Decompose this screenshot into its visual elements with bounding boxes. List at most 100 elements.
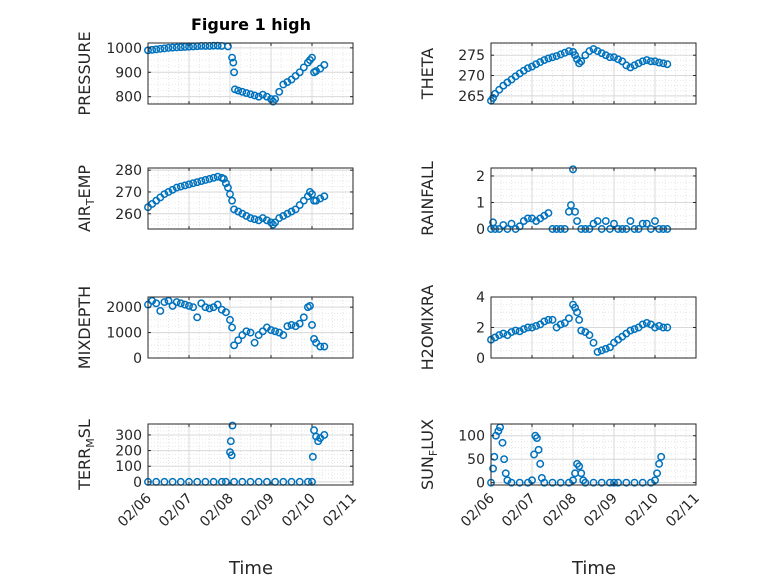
panel-2-y-tick-label: 275 — [458, 48, 485, 64]
panel-6-data-point — [638, 320, 647, 329]
panel-2-data-point — [548, 53, 557, 62]
panel-8-data-point — [614, 478, 623, 487]
panel-3-data-point — [279, 211, 288, 220]
panel-8-data-point — [605, 478, 614, 487]
panel-6-data-point — [663, 323, 672, 332]
panel-4-data-point — [642, 219, 651, 228]
panel-4-data-point — [593, 217, 602, 225]
panel-7-x-tick-label: 02/08 — [197, 491, 237, 531]
panel-4-data-point — [544, 209, 553, 218]
panel-8-data-point — [655, 459, 664, 468]
panel-4-data-point — [499, 221, 508, 229]
panel-4-data-point — [569, 165, 577, 174]
panel-4-data-point — [523, 214, 532, 223]
panel-3-data-point — [164, 188, 173, 196]
panel-5-data-point — [189, 303, 198, 312]
panel-5-data-point — [230, 341, 239, 350]
panel-6-data-point — [601, 344, 610, 353]
panel-2-data-point — [642, 56, 651, 65]
panel-6-data-point — [560, 318, 569, 327]
panel-1-data-point — [172, 43, 181, 52]
panel-2-data-point — [544, 54, 553, 63]
panel-6-data-point — [548, 315, 557, 324]
panel-8-data-point — [498, 438, 507, 447]
panel-8-data-point — [523, 478, 532, 487]
panel-4-axes-frame — [490, 167, 697, 230]
panel-8-data-point — [622, 478, 631, 487]
panel-7-y-axis-label: TERRMSL — [75, 419, 97, 491]
panel-1-data-point — [242, 89, 251, 97]
panel-2-data-point — [575, 59, 584, 68]
panel-1-data-point — [164, 43, 173, 52]
panel-2-data-point — [597, 49, 606, 58]
panel-8-data-point — [540, 478, 549, 487]
panel-2-data-point — [638, 57, 647, 66]
panel-3-data-point — [283, 209, 292, 218]
panel-6-data-point — [597, 346, 606, 355]
panel-3-data-point — [269, 220, 277, 229]
panel-8-data-point — [494, 427, 503, 435]
panel-7-x-tick-label: 02/10 — [279, 491, 319, 531]
panel-3-data-point — [258, 214, 267, 223]
panel-5-data-point — [180, 300, 189, 309]
panel-1-data-point — [168, 43, 177, 52]
panel-8-data-point — [534, 445, 543, 454]
panel-7-data-point — [228, 421, 237, 430]
panel-5-data-point — [156, 307, 165, 315]
panel-8-data-point — [530, 450, 538, 459]
panel-7-y-tick-label: 300 — [115, 428, 142, 444]
panel-3-data-point — [320, 192, 329, 201]
panel-1-data-point — [230, 68, 239, 77]
panel-5-data-point — [310, 334, 318, 343]
panel-5-data-point — [160, 298, 169, 307]
panel-2-data-point — [577, 57, 586, 66]
panel-1-data-point — [156, 44, 165, 53]
panel-2-data-point — [564, 47, 573, 56]
panel-6-data-point — [495, 331, 504, 340]
panel-8-data-point — [610, 478, 618, 487]
panel-4-data-point — [507, 219, 516, 228]
panel-1-data-point — [180, 42, 189, 51]
panel-6-data-point — [491, 333, 500, 342]
panel-6-y-axis-label: H2OMIXRA — [418, 285, 437, 371]
panel-6-data-point — [507, 328, 516, 337]
panel-1-data-point — [246, 90, 255, 99]
panel-2-data-point — [610, 53, 618, 62]
panel-2-data-point — [552, 52, 561, 60]
panel-2-data-point — [523, 64, 532, 73]
panel-1-data-point — [160, 44, 169, 53]
x-label-right: Time — [571, 558, 616, 579]
panel-8-x-tick-label: 02/11 — [663, 491, 703, 531]
panel-6-data-point — [523, 323, 532, 332]
panel-1-data-point — [152, 45, 161, 54]
panel-6-data-point — [577, 326, 586, 335]
panel-8-data-point — [577, 469, 586, 478]
panel-4-data-point — [601, 217, 610, 225]
panel-3-data-point — [234, 207, 243, 216]
panel-1-data-point — [228, 53, 237, 62]
panel-2-y-tick-label: 265 — [458, 89, 485, 105]
panel-1-data-point — [299, 63, 308, 72]
panel-1-data-point — [176, 43, 185, 52]
panel-3-data-point — [221, 179, 230, 188]
panel-4-y-tick-label: 1 — [476, 195, 485, 211]
panel-4-y-axis-label: RAINFALL — [418, 161, 437, 236]
figure-title: Figure 1 high — [191, 15, 311, 34]
panel-5-axes-frame — [147, 296, 354, 359]
panel-5-data-point — [201, 303, 210, 312]
panel-3-y-axis-label: AIRTEMP — [75, 165, 97, 232]
panel-3-data-point — [193, 178, 202, 187]
panel-1-y-tick-label: 800 — [115, 90, 142, 106]
panel-5-y-tick-label: 0 — [133, 351, 142, 367]
panel-3-y-tick-label: 280 — [115, 163, 142, 179]
panel-6-data-point — [511, 326, 520, 335]
panel-5-data-point — [226, 315, 234, 324]
panel-4-y-tick-label: 0 — [476, 222, 485, 238]
panel-3-data-point — [250, 215, 259, 224]
panel-6-y-tick-label: 0 — [476, 351, 485, 367]
panel-2-data-point — [581, 51, 590, 60]
panel-2-data-point — [556, 50, 565, 59]
panel-1-data-point — [238, 87, 247, 96]
panel-8-data-point — [581, 478, 590, 487]
